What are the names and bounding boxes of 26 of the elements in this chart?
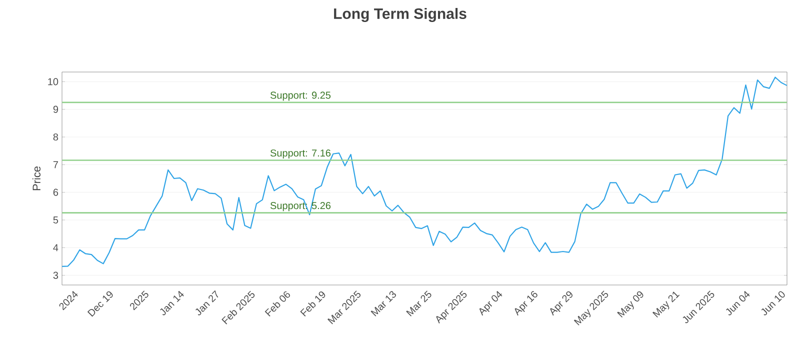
x-tick-label: Apr 29 <box>550 291 572 316</box>
y-tick-label: 9 <box>53 106 58 113</box>
x-tick-label: Jun 04 <box>726 290 750 316</box>
x-tick-label: Jan 27 <box>196 290 218 316</box>
y-tick-label: 5 <box>53 216 58 224</box>
x-tick-label: Feb 19 <box>300 292 326 317</box>
x-tick-label: Apr 04 <box>479 290 502 316</box>
y-tick-label: 4 <box>53 244 58 252</box>
y-axis-title: Price <box>32 166 40 190</box>
x-tick-label: May 21 <box>652 292 680 318</box>
x-tick-label: Jan 14 <box>160 290 184 316</box>
y-tick-label: 6 <box>53 188 58 196</box>
x-tick-label: Mar 13 <box>370 291 396 316</box>
ref-line-label: Support: 7.16 <box>270 149 331 159</box>
x-tick-label: Dec 19 <box>87 291 113 317</box>
x-tick-label: Apr 16 <box>514 291 538 316</box>
x-tick-label: May 09 <box>617 291 644 318</box>
y-tick-label: 7 <box>53 161 58 168</box>
x-tick-label: Mar 25 <box>406 290 432 316</box>
y-tick-label: 3 <box>53 272 58 279</box>
y-tick-label: 10 <box>48 78 58 86</box>
x-tick-label: Feb 06 <box>264 291 290 317</box>
ref-line-label: Support: 9.25 <box>270 92 331 101</box>
chart-title: Long Term Signals <box>334 8 466 22</box>
x-tick-label: Jun 10 <box>761 291 785 316</box>
y-tick-label: 8 <box>53 133 58 141</box>
